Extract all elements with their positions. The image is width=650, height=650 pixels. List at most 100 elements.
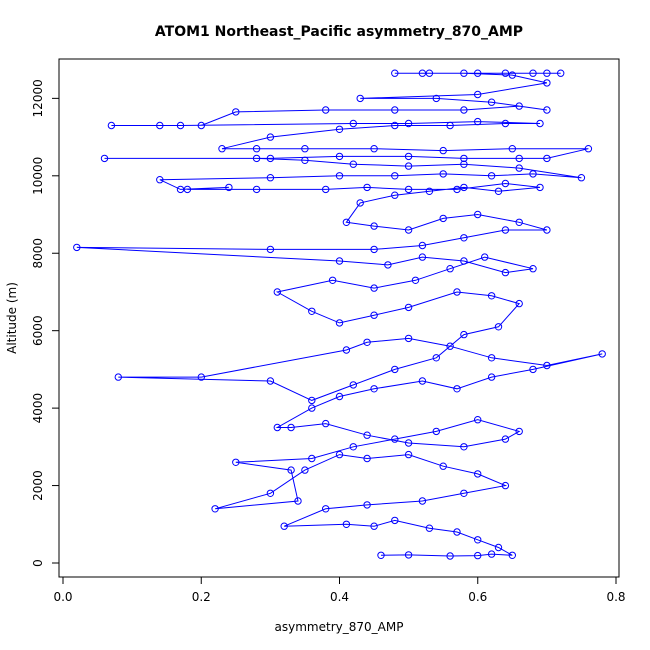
data-point <box>487 292 496 300</box>
data-point <box>294 497 302 505</box>
data-point <box>515 154 523 163</box>
data-point <box>453 385 461 393</box>
data-point <box>335 450 344 459</box>
data-point <box>384 261 392 269</box>
data-point <box>391 191 399 199</box>
data-point <box>487 172 496 180</box>
y-axis: 0 2000 4000 6000 8000 10000 12000 <box>31 79 60 567</box>
data-point <box>391 172 399 180</box>
data-point <box>363 501 371 509</box>
data-point <box>474 117 482 126</box>
data-point <box>370 222 378 230</box>
data-point <box>439 462 447 470</box>
data-point <box>432 427 440 436</box>
chart-title: ATOM1 Northeast_Pacific asymmetry_870_AM… <box>155 24 523 40</box>
data-point <box>474 416 482 424</box>
data-point <box>322 419 330 428</box>
data-point <box>487 98 496 106</box>
data-point <box>404 450 413 459</box>
data-point <box>529 265 537 273</box>
data-point <box>508 145 516 153</box>
data-point <box>266 245 275 254</box>
data-point <box>584 145 593 153</box>
y-tick-label: 2000 <box>31 470 45 501</box>
data-point <box>487 373 496 381</box>
data-point <box>446 552 454 560</box>
data-point <box>266 154 275 163</box>
data-point <box>543 361 551 370</box>
data-point <box>557 69 565 77</box>
data-point <box>460 234 468 242</box>
data-point <box>439 170 447 178</box>
x-axis-label: asymmetry_870_AMP <box>275 620 404 634</box>
plot-area-frame <box>58 58 620 578</box>
data-point <box>460 106 468 114</box>
data-point <box>404 439 413 447</box>
data-point <box>252 154 261 163</box>
x-tick-label: 0.8 <box>606 590 625 604</box>
data-point <box>252 145 261 153</box>
data-point <box>266 174 275 182</box>
data-point <box>342 346 351 354</box>
data-point <box>301 466 309 474</box>
data-point <box>439 214 447 223</box>
data-point <box>453 288 461 296</box>
data-point <box>391 365 399 374</box>
data-point <box>460 154 468 163</box>
data-point <box>308 454 316 463</box>
x-tick-label: 0.2 <box>192 590 211 604</box>
data-point <box>322 505 330 513</box>
data-point <box>335 172 344 180</box>
data-point <box>494 323 503 331</box>
data-point <box>418 69 427 77</box>
data-point <box>543 69 551 77</box>
data-point <box>114 373 123 381</box>
data-point <box>335 125 344 134</box>
data-point <box>529 170 537 178</box>
data-point <box>501 481 510 490</box>
data-point <box>543 226 551 234</box>
data-point <box>335 152 344 161</box>
x-tick-label: 0.0 <box>53 590 72 604</box>
data-point <box>363 454 371 463</box>
data-point <box>404 551 413 559</box>
data-point <box>543 154 551 163</box>
data-point <box>432 354 440 362</box>
data-point <box>308 404 316 412</box>
data-point <box>481 253 489 261</box>
data-point <box>536 119 544 128</box>
data-point <box>280 522 288 530</box>
data-point <box>460 69 468 77</box>
data-point <box>460 257 468 265</box>
data-point <box>328 276 337 284</box>
y-axis-label: Altitude (m) <box>5 282 19 354</box>
data-point <box>474 210 482 219</box>
data-point <box>342 218 351 227</box>
data-point <box>349 160 357 168</box>
data-point <box>335 257 344 265</box>
data-point <box>404 185 413 194</box>
y-tick-label: 12000 <box>31 79 45 117</box>
data-point <box>370 145 378 153</box>
data-point <box>474 90 482 99</box>
data-point <box>176 185 185 194</box>
data-point <box>460 330 468 339</box>
y-tick-label: 0 <box>31 559 45 567</box>
data-point <box>349 119 357 128</box>
data-point <box>501 226 510 234</box>
data-point <box>404 226 413 234</box>
data-point <box>225 183 233 192</box>
x-tick-label: 0.4 <box>330 590 349 604</box>
data-point <box>363 431 371 439</box>
data-point <box>404 334 413 343</box>
data-point <box>515 427 523 436</box>
data-point <box>370 522 378 530</box>
data-point <box>474 551 482 560</box>
x-axis: 0.0 0.2 0.4 0.6 0.8 <box>53 576 626 604</box>
data-point <box>107 121 116 130</box>
data-point <box>273 288 281 296</box>
data-point <box>453 185 461 194</box>
data-point <box>418 497 427 505</box>
data-point <box>322 185 330 194</box>
